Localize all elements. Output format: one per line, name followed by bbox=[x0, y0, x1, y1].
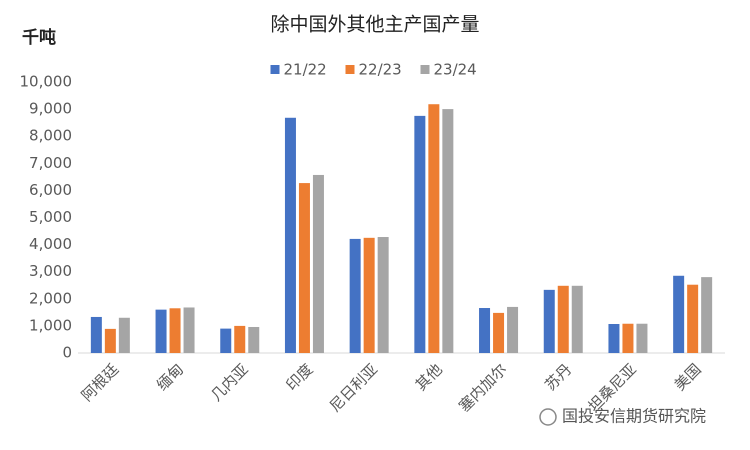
x-tick-label: 苏丹 bbox=[541, 360, 575, 394]
x-tick-label: 缅甸 bbox=[153, 360, 187, 394]
bar bbox=[622, 323, 634, 353]
legend-label: 21/22 bbox=[284, 61, 327, 79]
bar bbox=[118, 317, 130, 353]
bar bbox=[442, 109, 454, 353]
bar bbox=[183, 307, 195, 353]
bar bbox=[414, 115, 426, 353]
x-tick-label: 美国 bbox=[671, 360, 705, 394]
bar bbox=[90, 316, 102, 353]
bar bbox=[363, 237, 375, 353]
x-tick-label: 几内亚 bbox=[207, 360, 252, 405]
bar bbox=[479, 308, 491, 353]
y-tick-label: 9,000 bbox=[29, 100, 72, 118]
y-tick-label: 8,000 bbox=[29, 127, 72, 145]
chart-title: 除中国外其他主产国产量 bbox=[270, 14, 479, 36]
legend-swatch bbox=[420, 65, 430, 74]
bar bbox=[169, 308, 181, 353]
watermark-icon bbox=[539, 408, 557, 426]
bar bbox=[673, 275, 685, 353]
x-tick-label: 印度 bbox=[283, 360, 317, 394]
bar bbox=[234, 325, 246, 353]
y-tick-label: 2,000 bbox=[29, 289, 72, 307]
y-tick-label: 1,000 bbox=[29, 316, 72, 334]
legend-label: 22/23 bbox=[359, 61, 402, 79]
x-tick-label: 其他 bbox=[412, 360, 446, 394]
y-tick-label: 3,000 bbox=[29, 262, 72, 280]
bar bbox=[428, 104, 440, 353]
x-tick-label: 尼日利亚 bbox=[326, 360, 381, 415]
bar bbox=[248, 326, 260, 353]
bar bbox=[493, 312, 505, 353]
bar bbox=[701, 277, 713, 353]
bar bbox=[284, 117, 296, 353]
y-tick-label: 7,000 bbox=[29, 154, 72, 172]
y-tick-label: 4,000 bbox=[29, 235, 72, 253]
watermark: 国投安信期货研究院 bbox=[562, 407, 706, 426]
bar bbox=[687, 284, 699, 353]
bar bbox=[312, 174, 324, 353]
bar bbox=[507, 306, 519, 353]
y-tick-label: 10,000 bbox=[20, 73, 73, 91]
y-tick-label: 0 bbox=[62, 344, 72, 362]
bar bbox=[557, 285, 569, 353]
bar bbox=[220, 328, 232, 353]
legend-label: 23/24 bbox=[434, 61, 477, 79]
legend-swatch bbox=[345, 65, 355, 74]
bar bbox=[104, 328, 116, 353]
bar bbox=[543, 289, 555, 353]
y-tick-label: 5,000 bbox=[29, 208, 72, 226]
bar bbox=[377, 237, 389, 353]
bar bbox=[155, 309, 167, 353]
bar bbox=[298, 183, 310, 353]
x-tick-label: 阿根廷 bbox=[78, 360, 123, 405]
y-tick-label: 6,000 bbox=[29, 181, 72, 199]
bar bbox=[571, 285, 583, 353]
bar bbox=[608, 324, 620, 353]
legend-swatch bbox=[270, 65, 280, 74]
bar bbox=[636, 323, 648, 353]
x-tick-label: 塞内加尔 bbox=[455, 360, 510, 415]
bar bbox=[349, 238, 361, 353]
unit-label: 千吨 bbox=[22, 27, 56, 48]
